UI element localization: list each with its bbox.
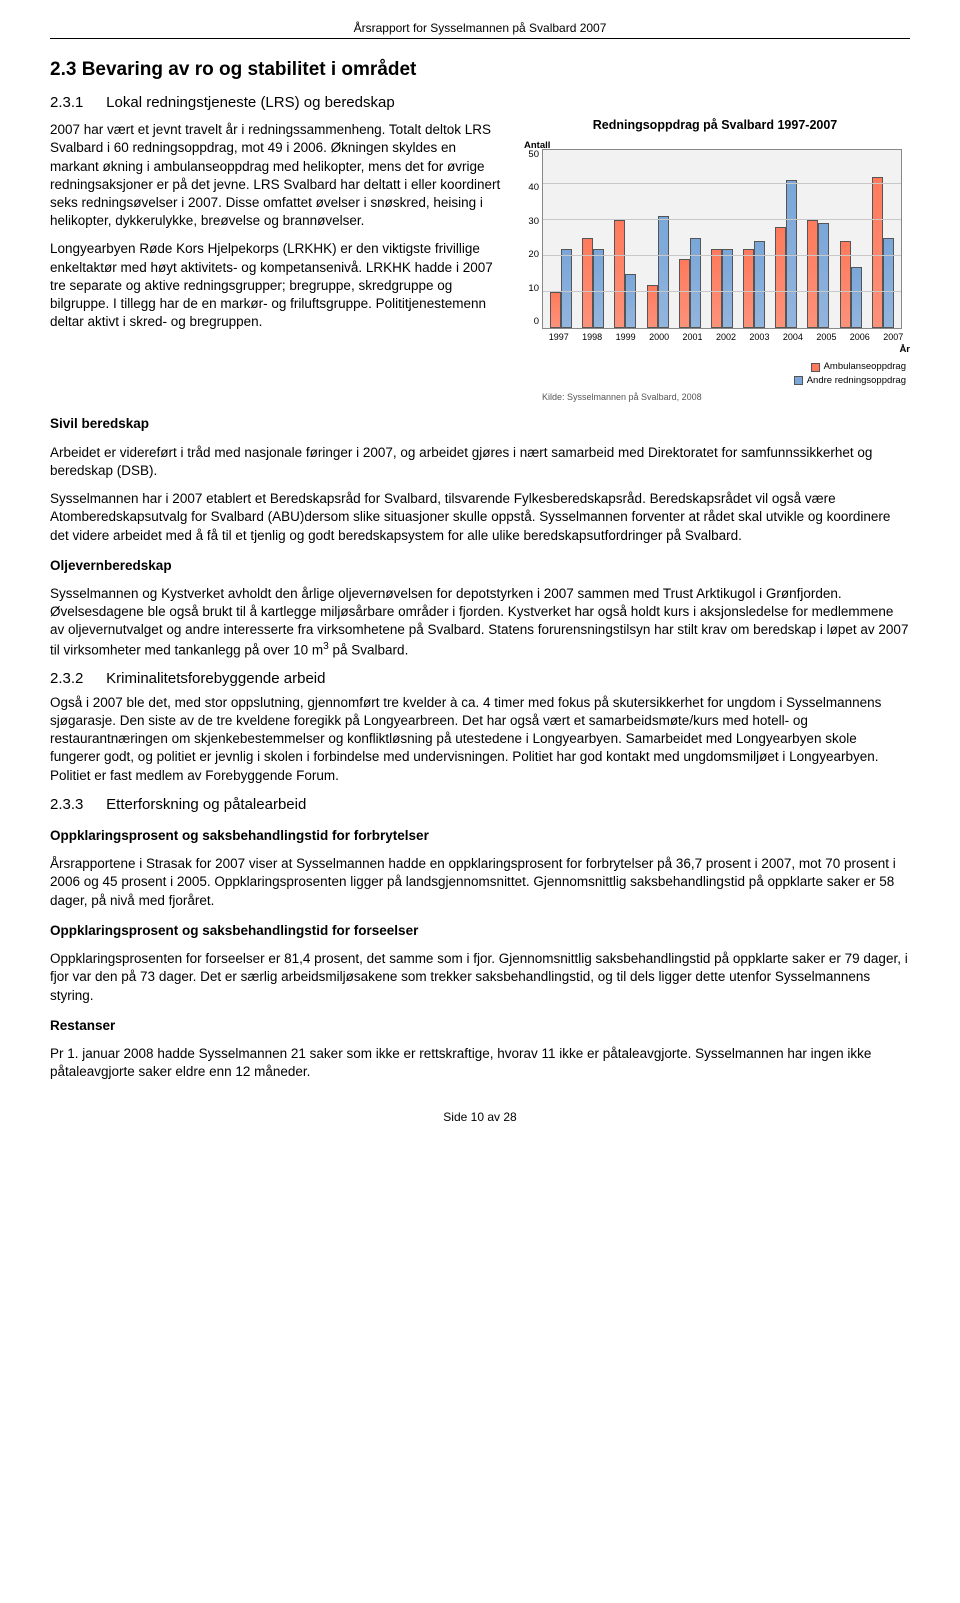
chart-bar-group — [580, 238, 606, 328]
paragraph-intro-2: Longyearbyen Røde Kors Hjelpekorps (LRKH… — [50, 240, 504, 331]
chart-bar — [679, 259, 690, 327]
chart-y-tick: 20 — [528, 249, 539, 262]
chart-gridline — [543, 291, 901, 292]
chart-bar-group — [677, 238, 703, 328]
header-text: Årsrapport for Sysselmannen på Svalbard … — [354, 21, 607, 35]
section-title: Lokal redningstjeneste (LRS) og beredska… — [106, 94, 395, 111]
chart-source: Kilde: Sysselmannen på Svalbard, 2008 — [542, 391, 910, 403]
chart-legend-label: Ambulanseoppdrag — [824, 361, 906, 374]
chart-bar-group — [870, 177, 896, 328]
paragraph-intro-1: 2007 har vært et jevnt travelt år i redn… — [50, 121, 504, 230]
page-footer: Side 10 av 28 — [50, 1109, 910, 1125]
chart-bar-group — [548, 249, 574, 328]
intro-text-column: 2007 har vært et jevnt travelt år i redn… — [50, 117, 504, 341]
oppklaring-forseelser-paragraph: Oppklaringsprosenten for forseelser er 8… — [50, 950, 910, 1005]
section-number: 2.3.3 — [50, 795, 102, 815]
chart-y-tick: 10 — [528, 283, 539, 296]
sivil-beredskap-heading: Sivil beredskap — [50, 415, 910, 433]
restanser-paragraph: Pr 1. januar 2008 hadde Sysselmannen 21 … — [50, 1045, 910, 1081]
chart-y-tick: 30 — [528, 216, 539, 229]
header-rule — [50, 38, 910, 39]
section-2-3-3-heading: 2.3.3 Etterforskning og påtalearbeid — [50, 795, 910, 815]
chart-bar — [883, 238, 894, 328]
restanser-heading: Restanser — [50, 1017, 910, 1035]
sivil-paragraph-1: Arbeidet er videreført i tråd med nasjon… — [50, 444, 910, 480]
chart-bar — [818, 223, 829, 327]
section-number: 2.3.1 — [50, 93, 102, 113]
chart-bar — [722, 249, 733, 328]
chart-bar — [614, 220, 625, 328]
oppklaring-forbrytelser-paragraph: Årsrapportene i Strasak for 2007 viser a… — [50, 855, 910, 910]
chart-gridline — [543, 219, 901, 220]
chart-x-tick: 1998 — [578, 331, 606, 343]
chart-bars-container — [543, 150, 901, 328]
chart-plot-area — [542, 149, 902, 329]
chart-bar — [851, 267, 862, 328]
chart-x-tick: 2000 — [645, 331, 673, 343]
chart-bar — [658, 216, 669, 328]
page-header: Årsrapport for Sysselmannen på Svalbard … — [50, 20, 910, 39]
chart-x-tick: 2003 — [745, 331, 773, 343]
chart-legend-item: Ambulanseoppdrag — [811, 361, 906, 374]
chart-plot-outer: 50 40 30 20 10 0 — [520, 149, 910, 329]
chart-bar-group — [709, 249, 735, 328]
chart-x-tick: 2007 — [879, 331, 907, 343]
chart-bar — [625, 274, 636, 328]
chart-bar — [690, 238, 701, 328]
chart-legend-swatch — [794, 376, 803, 385]
chart-bar — [775, 227, 786, 328]
chart-bar-group — [612, 220, 638, 328]
chart-x-tick: 2004 — [779, 331, 807, 343]
chart-x-tick: 1999 — [612, 331, 640, 343]
chart-bar — [561, 249, 572, 328]
chart-bar — [872, 177, 883, 328]
oppklaring-forbrytelser-heading: Oppklaringsprosent og saksbehandlingstid… — [50, 827, 910, 845]
oppklaring-forseelser-heading: Oppklaringsprosent og saksbehandlingstid… — [50, 922, 910, 940]
chart-gridline — [543, 255, 901, 256]
chart-x-tick: 2005 — [812, 331, 840, 343]
chart-bar — [807, 220, 818, 328]
section-2-3-heading: 2.3 Bevaring av ro og stabilitet i områd… — [50, 57, 910, 83]
intro-two-column: 2007 har vært et jevnt travelt år i redn… — [50, 117, 910, 403]
sivil-paragraph-2: Sysselmannen har i 2007 etablert et Bere… — [50, 490, 910, 545]
section-2-3-2-paragraph: Også i 2007 ble det, med stor oppslutnin… — [50, 694, 910, 785]
chart-legend-swatch — [811, 363, 820, 372]
oljevern-paragraph: Sysselmannen og Kystverket avholdt den å… — [50, 585, 910, 659]
chart-bar — [550, 292, 561, 328]
section-2-3-2-heading: 2.3.2 Kriminalitetsforebyggende arbeid — [50, 669, 910, 689]
section-title: Kriminalitetsforebyggende arbeid — [106, 670, 325, 687]
section-title: Etterforskning og påtalearbeid — [106, 796, 306, 813]
chart-column: Redningsoppdrag på Svalbard 1997-2007 An… — [520, 117, 910, 403]
section-number: 2.3.2 — [50, 669, 102, 689]
chart-x-tick: 2001 — [679, 331, 707, 343]
chart-x-axis: 1997 1998 1999 2000 2001 2002 2003 2004 2005 2006… — [542, 331, 910, 343]
chart-x-tick: 2002 — [712, 331, 740, 343]
chart-bar — [743, 249, 754, 328]
oljevern-heading: Oljevernberedskap — [50, 557, 910, 575]
chart-y-tick: 0 — [534, 316, 539, 329]
chart-legend-label: Andre redningsoppdrag — [807, 375, 906, 388]
bar-chart: Redningsoppdrag på Svalbard 1997-2007 An… — [520, 117, 910, 403]
chart-legend: AmbulanseoppdragAndre redningsoppdrag — [520, 361, 906, 388]
section-2-3-1-heading: 2.3.1 Lokal redningstjeneste (LRS) og be… — [50, 93, 910, 113]
chart-y-tick: 40 — [528, 182, 539, 195]
chart-y-tick: 50 — [528, 149, 539, 162]
chart-x-tick: 2006 — [846, 331, 874, 343]
chart-bar — [593, 249, 604, 328]
chart-x-tick: 1997 — [545, 331, 573, 343]
chart-bar — [582, 238, 593, 328]
chart-bar-group — [645, 216, 671, 328]
chart-y-axis: 50 40 30 20 10 0 — [520, 149, 542, 329]
chart-legend-item: Andre redningsoppdrag — [794, 375, 906, 388]
chart-x-axis-label: År — [542, 344, 910, 357]
chart-bar — [711, 249, 722, 328]
chart-bar-group — [805, 220, 831, 328]
chart-gridline — [543, 183, 901, 184]
chart-title: Redningsoppdrag på Svalbard 1997-2007 — [520, 117, 910, 134]
